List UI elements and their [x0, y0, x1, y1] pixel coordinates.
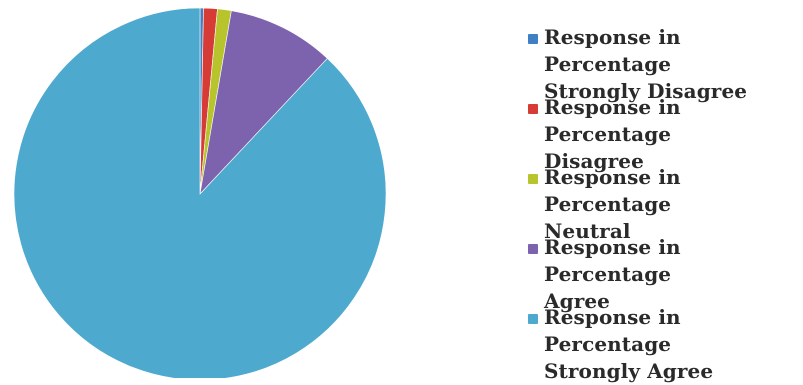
legend-item-neutral: Response in Percentage Neutral	[528, 164, 798, 243]
legend-swatch-disagree	[528, 104, 538, 114]
legend-swatch-agree	[528, 244, 538, 254]
legend-swatch-strongly-disagree	[528, 34, 538, 44]
legend-label-line-2: Neutral	[544, 219, 631, 243]
legend-swatch-neutral	[528, 174, 538, 184]
legend-label-neutral: Response in Percentage Neutral	[544, 164, 798, 245]
legend-item-agree: Response in Percentage Agree	[528, 234, 798, 313]
legend-swatch-strongly-agree	[528, 314, 538, 324]
legend-label-disagree: Response in Percentage Disagree	[544, 94, 798, 175]
legend-label-strongly-disagree: Response in Percentage Strongly Disagree	[544, 24, 798, 105]
legend-label-line-1: Response in Percentage	[544, 235, 681, 286]
legend-label-line-2: Strongly Disagree	[544, 79, 748, 103]
pie-slice-agree	[199, 10, 328, 195]
legend: Response in Percentage Strongly Disagree…	[528, 24, 798, 383]
legend-label-line-2: Agree	[544, 289, 610, 313]
pie-plot	[13, 7, 387, 378]
legend-item-strongly-disagree: Response in Percentage Strongly Disagree	[528, 24, 798, 103]
legend-label-line-2: Strongly Agree	[544, 359, 714, 383]
legend-label-line-1: Response in Percentage	[544, 25, 681, 76]
legend-label-agree: Response in Percentage Agree	[544, 234, 798, 315]
legend-item-disagree: Response in Percentage Disagree	[528, 94, 798, 173]
legend-label-line-1: Response in Percentage	[544, 95, 681, 146]
legend-label-line-2: Disagree	[544, 149, 644, 173]
pie-slices	[13, 7, 387, 378]
legend-item-strongly-agree: Response in Percentage Strongly Agree	[528, 304, 798, 383]
legend-label-line-1: Response in Percentage	[544, 305, 681, 356]
legend-label-strongly-agree: Response in Percentage Strongly Agree	[544, 304, 798, 385]
legend-label-line-1: Response in Percentage	[544, 165, 681, 216]
pie-slice-strongly-agree	[13, 7, 387, 378]
